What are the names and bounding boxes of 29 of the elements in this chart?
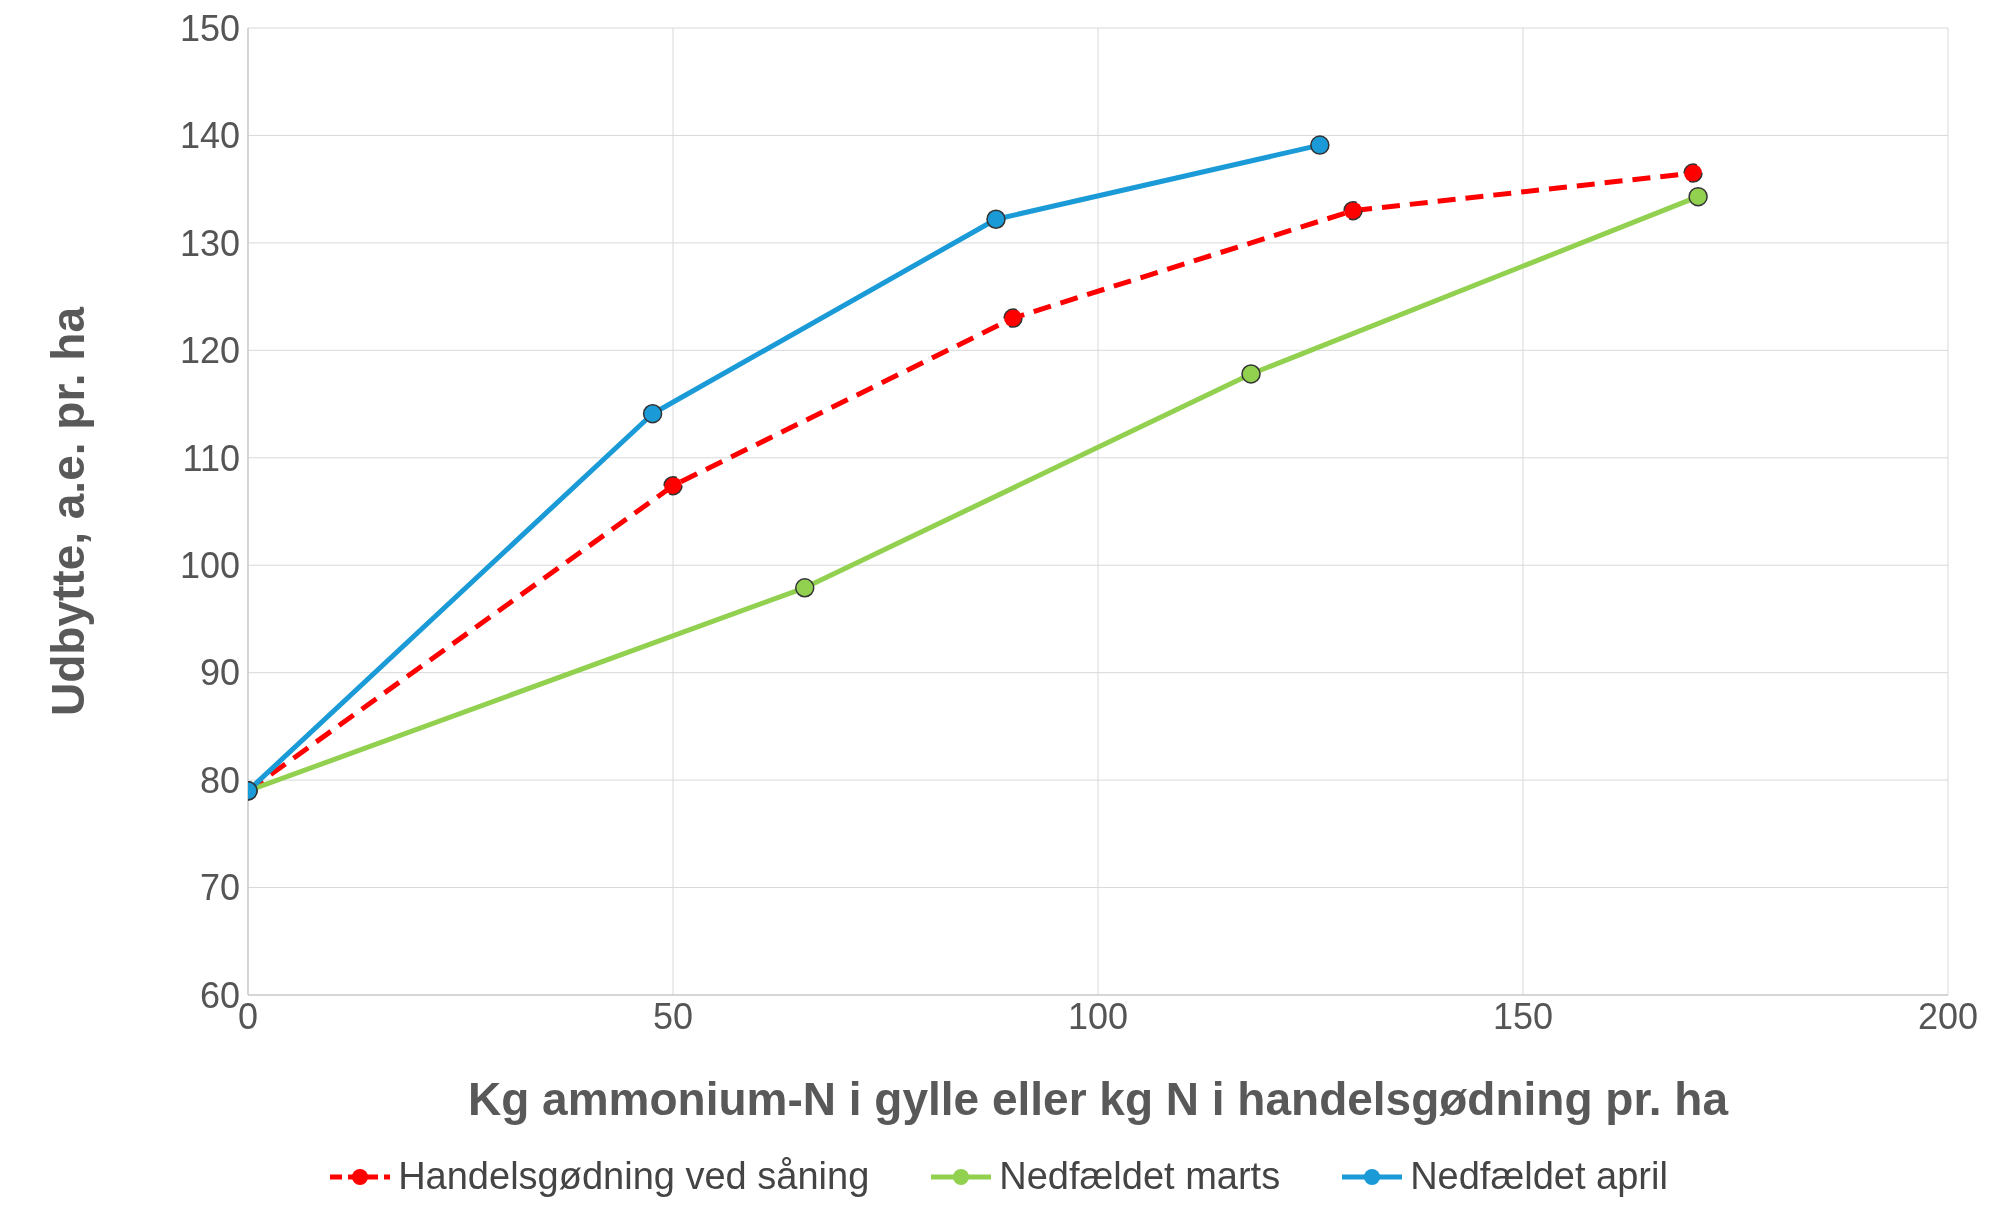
point <box>1343 200 1363 221</box>
point <box>1683 163 1703 183</box>
y-tick-label: 150 <box>179 7 240 49</box>
x-tick-label: 150 <box>1492 995 1554 1037</box>
point <box>1688 186 1708 207</box>
y-tick-label: 70 <box>199 867 240 909</box>
x-tick-label: 50 <box>652 995 694 1037</box>
point <box>986 209 1006 229</box>
legend-label: Nedfældet april <box>1410 1155 1668 1198</box>
legend-label: Nedfældet marts <box>999 1155 1281 1198</box>
y-tick-label: 60 <box>199 974 240 1016</box>
point <box>1003 308 1023 328</box>
y-tick-label: 110 <box>182 437 240 479</box>
y-tick-label: 90 <box>199 652 240 694</box>
legend-label: Handelsgødning ved såning <box>398 1155 870 1198</box>
point <box>642 403 663 424</box>
y-axis-title: Udbytte, a.e. pr. ha <box>42 306 95 716</box>
point <box>1310 135 1330 155</box>
x-axis-title: Kg ammonium-N i gylle eller kg N i handelsgødning pr. ha <box>467 1073 1729 1125</box>
point <box>1241 364 1261 384</box>
y-tick-label: 100 <box>179 545 240 586</box>
y-tick-label: 130 <box>179 222 240 264</box>
point <box>795 578 815 598</box>
y-tick-label: 80 <box>199 759 240 801</box>
x-tick-label: 100 <box>1067 995 1129 1037</box>
x-tick-label: 200 <box>1917 995 1979 1037</box>
point <box>663 475 683 496</box>
y-tick-label: 120 <box>179 330 240 372</box>
y-tick-label: 140 <box>179 115 240 157</box>
